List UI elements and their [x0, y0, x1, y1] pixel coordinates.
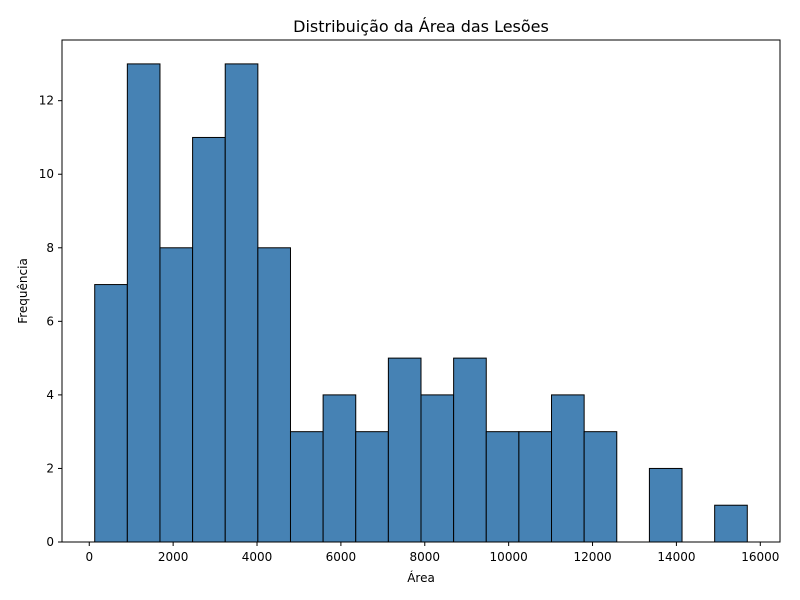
- histogram-bar: [159, 247, 194, 543]
- histogram-bar: [583, 431, 618, 543]
- histogram-bar: [714, 504, 748, 543]
- histogram-bar: [94, 284, 128, 543]
- y-tick-label: 8: [46, 241, 54, 255]
- histogram-bar: [289, 431, 324, 543]
- histogram-bar: [518, 431, 553, 543]
- x-tick-label: 6000: [326, 550, 357, 564]
- chart-title: Distribuição da Área das Lesões: [293, 17, 549, 36]
- y-tick-label: 6: [46, 314, 54, 328]
- y-tick-label: 4: [46, 388, 54, 402]
- histogram-bar: [420, 394, 455, 543]
- x-tick-label: 12000: [573, 550, 611, 564]
- y-tick-label: 2: [46, 461, 54, 475]
- histogram-bar: [551, 394, 585, 543]
- histogram-bar: [322, 394, 357, 543]
- histogram-bar: [355, 431, 389, 543]
- x-tick-label: 0: [85, 550, 93, 564]
- bars-group: [94, 63, 748, 543]
- y-axis-label: Frequência: [16, 258, 30, 324]
- y-tick-label: 0: [46, 535, 54, 549]
- histogram-bar: [257, 247, 291, 543]
- x-axis-ticks: 0 2000 4000 6000 8000 10000 12000 14000 16000: [85, 542, 779, 564]
- x-tick-label: 2000: [158, 550, 189, 564]
- y-tick-label: 10: [39, 167, 54, 181]
- x-tick-label: 8000: [410, 550, 441, 564]
- histogram-bar: [192, 136, 226, 543]
- y-tick-label: 12: [39, 94, 54, 108]
- histogram-bar: [648, 467, 683, 543]
- x-axis-label: Área: [407, 570, 435, 585]
- histogram-bar: [224, 63, 259, 543]
- x-tick-label: 10000: [490, 550, 528, 564]
- x-tick-label: 16000: [741, 550, 779, 564]
- histogram-bar: [126, 63, 161, 543]
- plot-frame: [61, 39, 781, 543]
- x-tick-label: 14000: [657, 550, 695, 564]
- histogram-bar: [453, 357, 487, 543]
- histogram-bar: [387, 357, 422, 543]
- x-tick-label: 4000: [242, 550, 273, 564]
- y-axis-ticks: 0 2 4 6 8 10 12: [39, 94, 62, 549]
- histogram-bar: [485, 431, 520, 543]
